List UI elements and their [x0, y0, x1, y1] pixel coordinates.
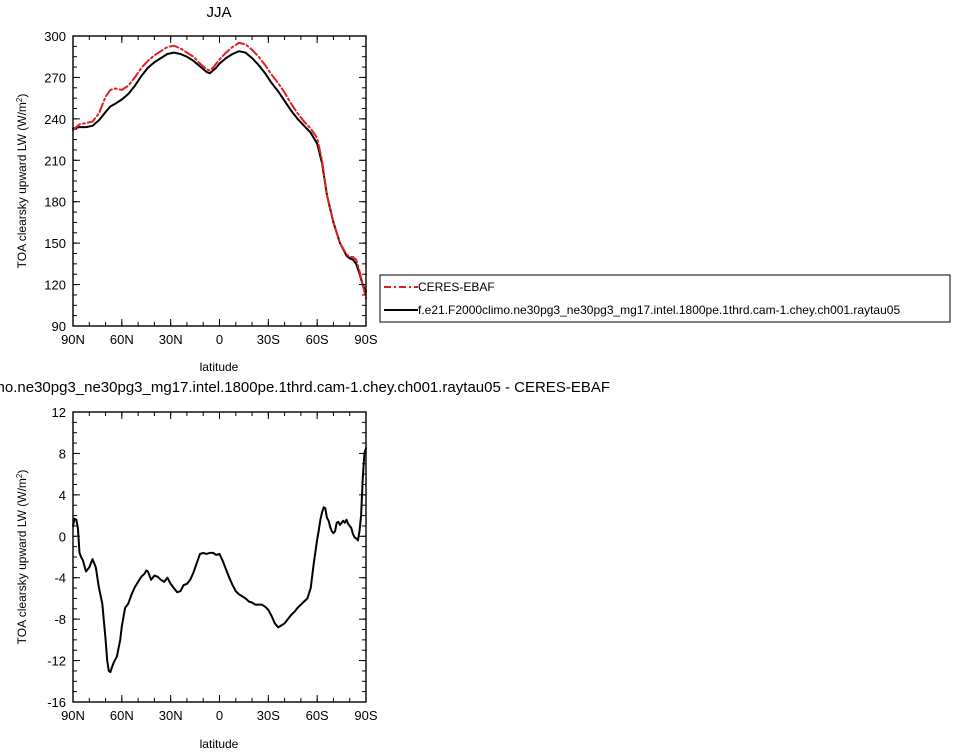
top-y-tick-label: 210	[44, 153, 66, 168]
top-x-tick-label: 0	[216, 332, 223, 347]
top-y-axis-label: TOA clearsky upward LW (W/m2)	[15, 94, 30, 269]
bottom-x-tick-label: 30S	[257, 708, 280, 723]
top-tick-labels: 90N 60N 30N 0 30S 60S 90S 90 120 150 180 210 240 270 3…	[44, 29, 378, 347]
top-series-lines	[72, 41, 367, 300]
top-x-tick-label: 60N	[110, 332, 134, 347]
top-y-tick-label: 240	[44, 112, 66, 127]
bottom-plot-frame	[72, 411, 367, 703]
top-y-tick-label: 270	[44, 70, 66, 85]
bottom-x-tick-label: 0	[216, 708, 223, 723]
top-y-tick-label: 180	[44, 195, 66, 210]
legend-label-model: f.e21.F2000climo.ne30pg3_ne30pg3_mg17.in…	[418, 303, 900, 317]
bottom-x-tick-label: 60N	[110, 708, 134, 723]
bottom-x-tick-label: 90S	[354, 708, 377, 723]
bottom-y-tick-label: -16	[47, 695, 66, 710]
top-y-tick-label: 300	[44, 29, 66, 44]
top-model-line	[72, 50, 367, 293]
bottom-panel: f.e21.F2000climo.ne30pg3_ne30pg3_mg17.in…	[0, 379, 610, 751]
top-x-tick-label: 90N	[61, 332, 85, 347]
bottom-x-tick-label: 90N	[61, 708, 85, 723]
top-axis-ticks	[72, 35, 367, 327]
bottom-x-tick-label: 60S	[306, 708, 329, 723]
bottom-y-tick-label: 0	[59, 529, 66, 544]
top-y-tick-label: 150	[44, 236, 66, 251]
bottom-y-tick-label: 8	[59, 446, 66, 461]
bottom-x-axis-label: latitude	[200, 737, 239, 751]
top-ceres-ebaf-line	[72, 41, 367, 300]
bottom-series-lines	[72, 447, 367, 673]
bottom-x-tick-label: 30N	[159, 708, 183, 723]
top-y-tick-label: 120	[44, 278, 66, 293]
top-x-tick-label: 30N	[159, 332, 183, 347]
top-plot-frame	[72, 35, 367, 327]
legend-label-ceres: CERES-EBAF	[418, 280, 495, 294]
bottom-tick-labels: 90N 60N 30N 0 30S 60S 90S -16 -12 -8 -4 0 4 8 12	[47, 405, 378, 723]
legend-box	[379, 274, 951, 323]
bottom-difference-line	[72, 447, 367, 673]
top-x-tick-label: 90S	[354, 332, 377, 347]
legend: CERES-EBAF f.e21.F2000climo.ne30pg3_ne30…	[379, 274, 951, 323]
bottom-y-tick-label: -4	[54, 571, 66, 586]
bottom-y-axis-label: TOA clearsky upward LW (W/m2)	[15, 470, 30, 645]
top-plot-title: JJA	[206, 4, 231, 21]
bottom-y-tick-label: -8	[54, 612, 66, 627]
top-panel: JJA 90N 60N 30N 0 30S 60S 90S 90 120 150 180 210 240…	[15, 4, 378, 374]
bottom-plot-title: f.e21.F2000climo.ne30pg3_ne30pg3_mg17.in…	[0, 379, 610, 396]
top-y-tick-label: 90	[52, 319, 66, 334]
bottom-y-tick-label: 12	[52, 405, 66, 420]
bottom-y-tick-label: 4	[59, 488, 66, 503]
bottom-y-tick-label: -12	[47, 654, 66, 669]
top-x-axis-label: latitude	[200, 360, 239, 374]
top-x-tick-label: 60S	[306, 332, 329, 347]
bottom-axis-ticks	[72, 411, 367, 703]
top-x-tick-label: 30S	[257, 332, 280, 347]
